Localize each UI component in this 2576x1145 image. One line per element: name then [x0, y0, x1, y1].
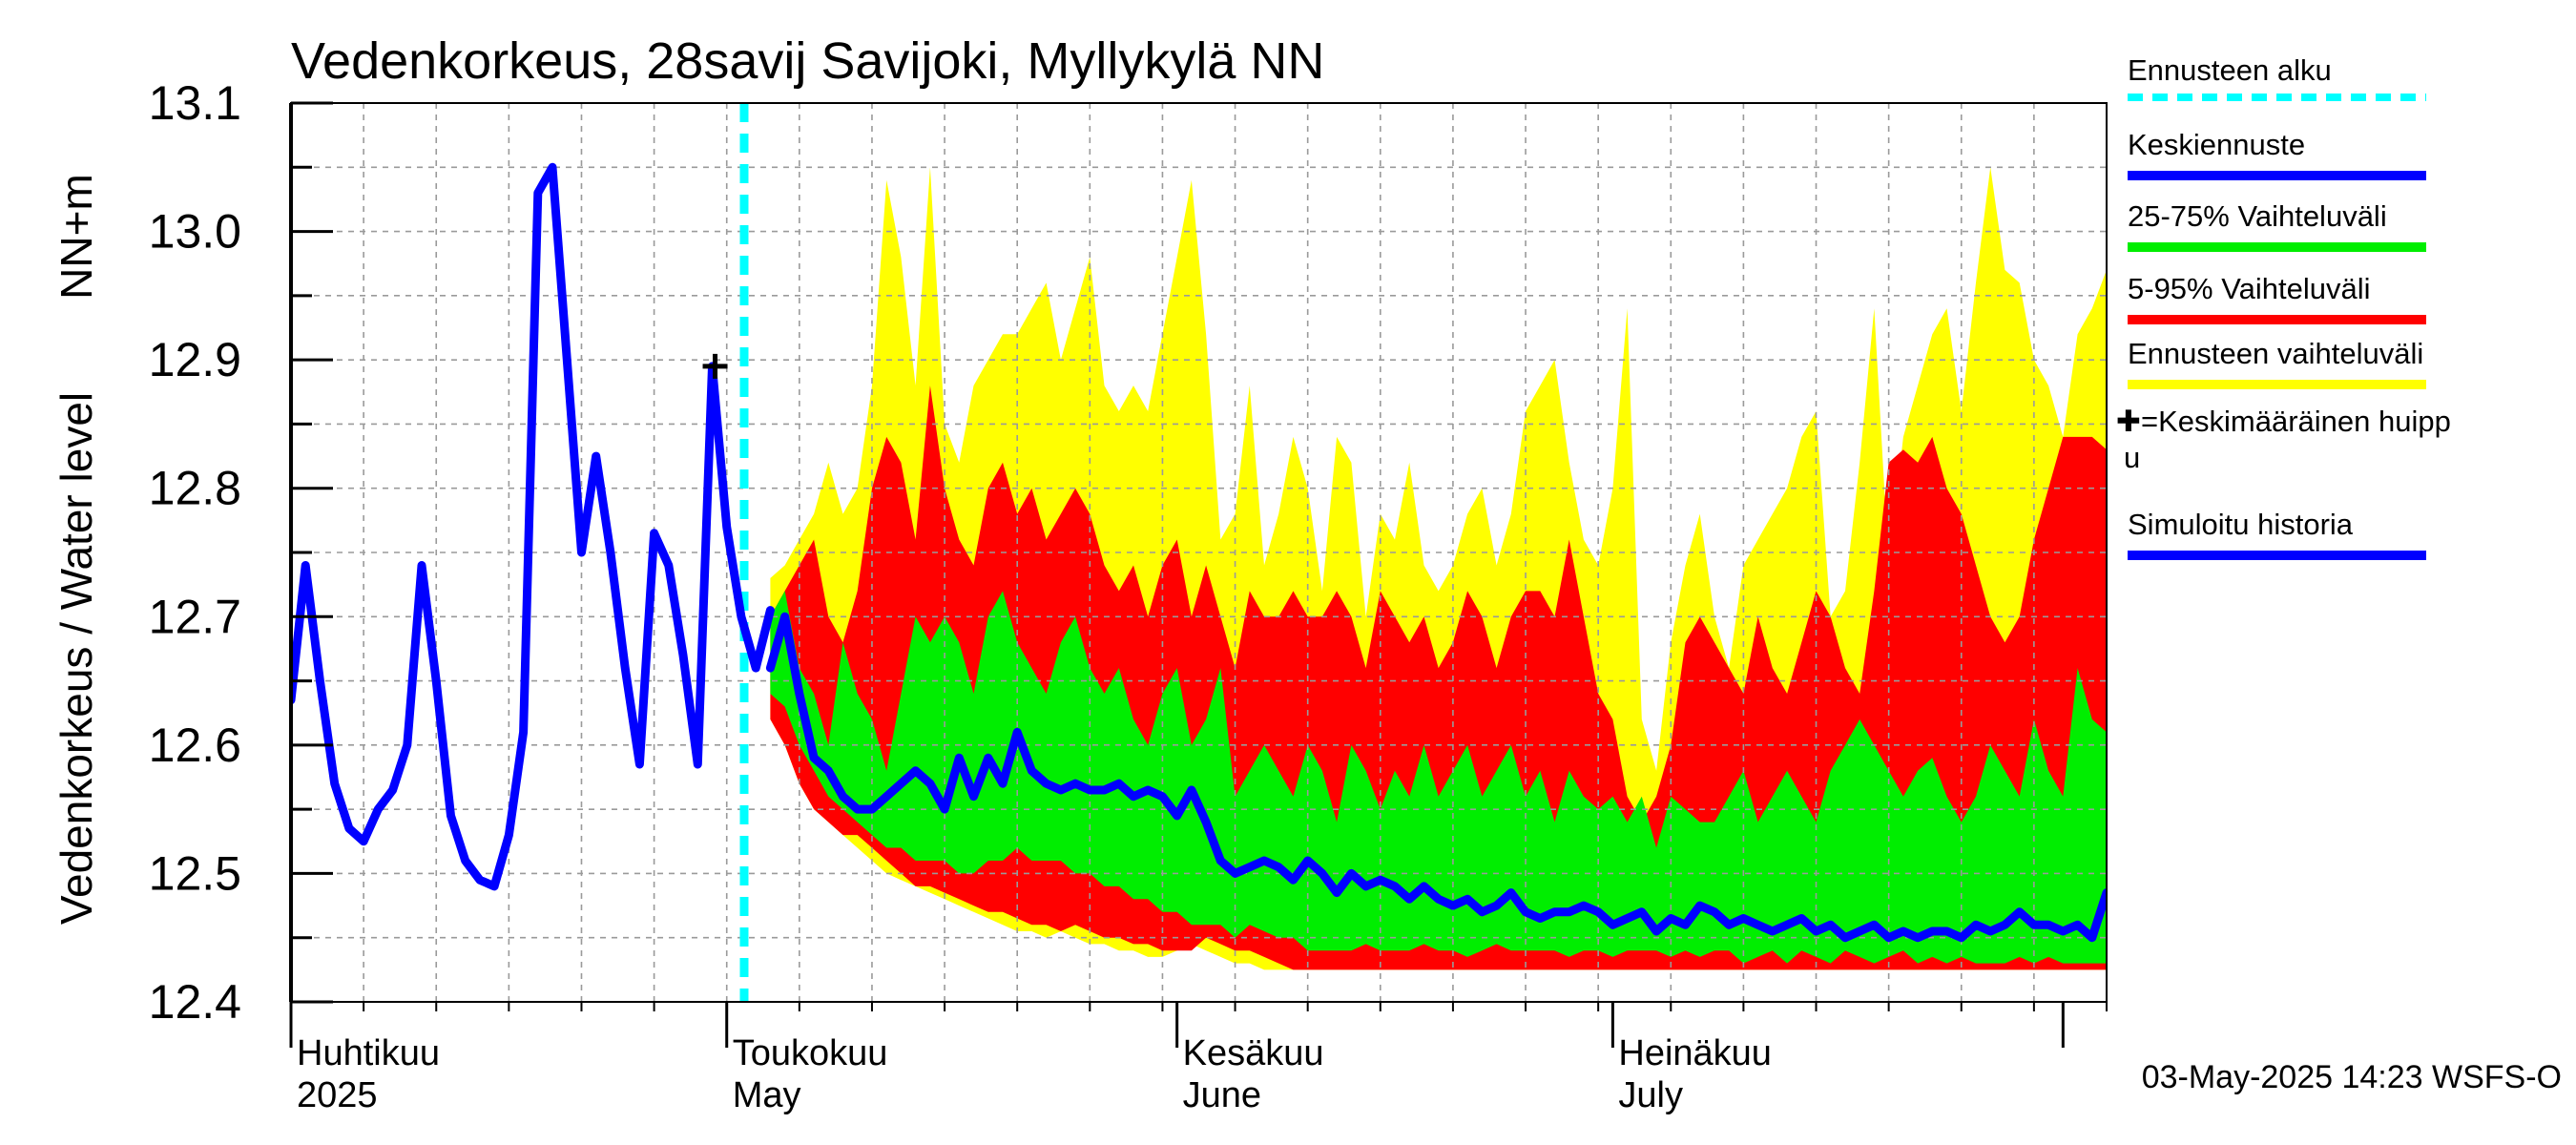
y-axis-label: Vedenkorkeus / Water level [52, 392, 101, 925]
plot-content [291, 103, 2107, 1002]
x-month-label: Kesäkuu [1183, 1033, 1324, 1073]
y-tick-label: 13.1 [149, 76, 241, 130]
legend-label: 5-95% Vaihteluväli [2128, 272, 2370, 305]
legend-label: Keskiennuste [2128, 128, 2305, 161]
x-month-sublabel: 2025 [297, 1075, 378, 1115]
legend: Ennusteen alku Keskiennuste 25-75% Vaihtel… [2116, 53, 2451, 560]
grid [291, 103, 2107, 1002]
median-forecast-line [765, 612, 2107, 943]
y-tick-label: 12.9 [149, 333, 241, 386]
y-axis-unit-label: NN+m [52, 174, 101, 300]
x-month-label: Toukokuu [733, 1033, 888, 1073]
mean-peak-marker [702, 353, 728, 379]
x-month-label: Huhtikuu [297, 1033, 440, 1073]
legend-label: Ennusteen alku [2128, 53, 2332, 87]
legend-label-continued: u [2124, 441, 2140, 474]
legend-label: ✚=Keskimääräinen huipp [2116, 405, 2451, 438]
legend-label: 25-75% Vaihteluväli [2128, 199, 2387, 233]
x-month-label: Heinäkuu [1618, 1033, 1772, 1073]
band-25-75 [770, 591, 2107, 964]
x-month-sublabel: May [733, 1075, 801, 1115]
y-tick-label: 12.4 [149, 975, 241, 1029]
legend-label: Simuloitu historia [2128, 508, 2354, 541]
y-tick-label: 12.7 [149, 590, 241, 643]
y-tick-label: 12.8 [149, 462, 241, 515]
axes: 12.4 12.5 12.6 12.7 12.8 12.9 13.0 13.1 Huhtikuu… [149, 76, 2108, 1115]
legend-label: Ennusteen vaihteluväli [2128, 337, 2423, 370]
x-month-sublabel: July [1618, 1075, 1683, 1115]
chart-title: Vedenkorkeus, 28savij Savijoki, Myllykyl… [291, 32, 1324, 90]
plot-area [291, 103, 2107, 1002]
y-tick-label: 12.6 [149, 718, 241, 772]
y-tick-label: 13.0 [149, 205, 241, 259]
simulated-history-line [291, 162, 775, 891]
y-tick-label: 12.5 [149, 846, 241, 900]
footer-timestamp: 03-May-2025 14:23 WSFS-O [2142, 1059, 2562, 1095]
x-month-sublabel: June [1183, 1075, 1261, 1115]
